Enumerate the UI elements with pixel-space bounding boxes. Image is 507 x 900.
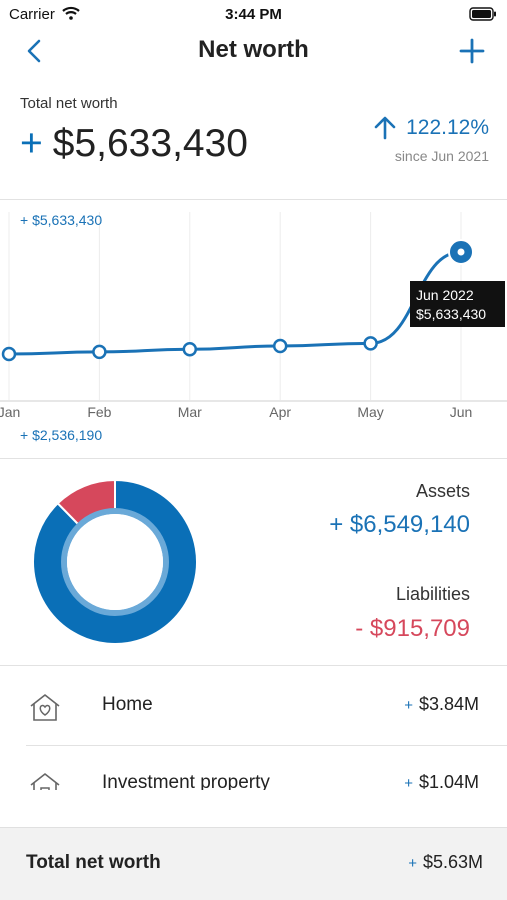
wifi-icon: [62, 6, 80, 25]
summary-value: + $5,633,430: [20, 122, 248, 166]
list-item-sign: +: [404, 697, 413, 714]
chart-min-label: + $2,536,190: [20, 427, 103, 443]
data-point: [92, 344, 107, 360]
x-tick-label: Jun: [450, 404, 473, 420]
data-point: [363, 336, 378, 351]
liabilities-value: - $915,709: [355, 615, 470, 642]
net-worth-summary: Total net worth + $5,633,430 122.12% sinc…: [0, 88, 507, 198]
divider: [0, 199, 507, 200]
list-item-amount: $3.84M: [418, 694, 479, 714]
data-point: [182, 342, 198, 357]
list-item-label: Investment property: [102, 772, 270, 790]
list-item-investment-property[interactable]: Investment property + $1.04M: [0, 746, 507, 790]
data-point: [272, 338, 288, 354]
donut-inner-ring: [61, 508, 169, 616]
summary-sign: +: [20, 122, 43, 165]
x-tick-label: May: [357, 404, 383, 420]
change-since: since Jun 2021: [394, 148, 489, 164]
divider: [0, 665, 507, 666]
list-item-value: + $3.84M: [404, 694, 479, 715]
chart-max-label: + $5,633,430: [20, 212, 103, 228]
change-percent: 122.12%: [374, 116, 489, 140]
x-tick-label: Feb: [87, 404, 111, 420]
data-point-center: [457, 248, 465, 256]
investment-property-icon: [28, 772, 62, 790]
tooltip-month: Jun 2022: [416, 287, 474, 303]
tooltip-value: $5,633,430: [416, 306, 487, 322]
page-title: Net worth: [198, 36, 309, 63]
back-button[interactable]: [20, 36, 50, 66]
summary-amount: $5,633,430: [52, 122, 248, 165]
donut-hole: [67, 514, 163, 610]
assets-value: + $6,549,140: [329, 511, 470, 538]
list-item-label: Home: [102, 694, 153, 715]
status-bar: Carrier 3:44 PM: [0, 0, 507, 30]
add-button[interactable]: [457, 36, 487, 66]
arrow-up-icon: [374, 116, 396, 140]
assets-label: Assets: [415, 481, 470, 501]
chart-tooltip: Jun 2022 $5,633,430: [410, 281, 505, 327]
x-tick-label: Jan: [0, 404, 20, 420]
footer-value: + $5.63M: [408, 852, 483, 873]
divider: [26, 745, 507, 746]
list-item-value: + $1.04M: [404, 772, 479, 790]
donut-chart: [32, 478, 198, 645]
line-chart: Jan Feb Mar Apr May Jun: [0, 212, 507, 420]
plus-icon: [459, 38, 485, 64]
list-item-amount: $1.04M: [418, 772, 479, 790]
nav-bar: Net worth: [0, 30, 507, 74]
footer-label: Total net worth: [26, 852, 161, 873]
liabilities-label: Liabilities: [395, 584, 470, 604]
battery-icon: [469, 7, 497, 26]
assets-liabilities-breakdown: Assets + $6,549,140 Liabilities - $915,7…: [0, 460, 507, 665]
x-tick-label: Apr: [269, 404, 291, 420]
series-line: [8, 250, 462, 356]
divider: [0, 458, 507, 459]
total-net-worth-footer: Total net worth + $5.63M: [0, 827, 507, 900]
status-time: 3:44 PM: [225, 6, 282, 23]
summary-label: Total net worth: [20, 95, 118, 112]
footer-sign: +: [408, 855, 417, 872]
carrier-label: Carrier: [9, 6, 55, 23]
data-point: [1, 346, 17, 362]
net-worth-chart[interactable]: Jan Feb Mar Apr May Jun + $5,633,430 + $2,536…: [0, 200, 507, 456]
list-item-home[interactable]: Home + $3.84M: [0, 666, 507, 746]
x-tick-label: Mar: [178, 404, 202, 420]
change-percent-value: 122.12%: [406, 116, 489, 139]
chevron-left-icon: [27, 39, 41, 63]
list-item-sign: +: [404, 775, 413, 790]
home-icon: [28, 693, 62, 728]
footer-amount: $5.63M: [422, 852, 483, 872]
